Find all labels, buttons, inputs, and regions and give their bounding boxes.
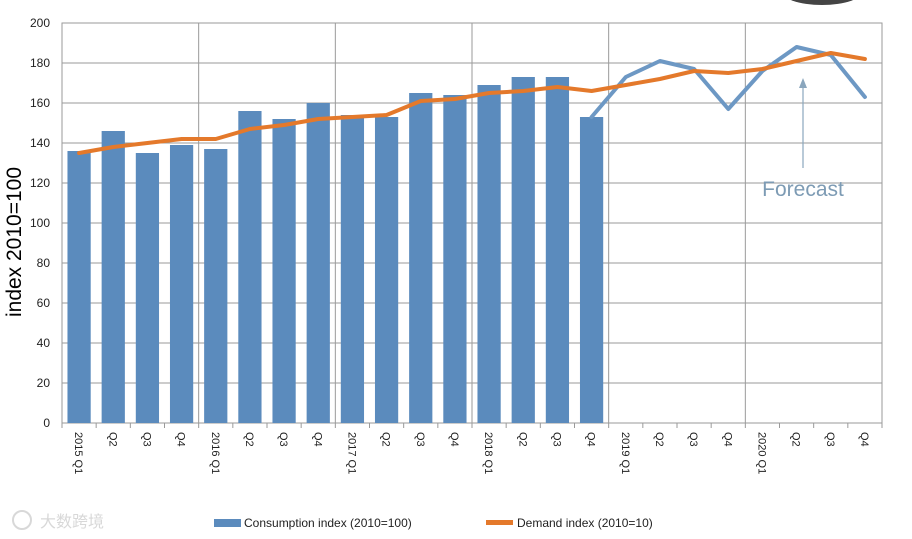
x-tick-label: Q4 (858, 432, 870, 447)
bar (579, 117, 604, 423)
bar (306, 103, 330, 423)
bar (443, 95, 467, 423)
x-tick-label: 2015 Q1 (72, 432, 84, 474)
x-tick-label: Q2 (790, 432, 802, 447)
x-tick-label: Q3 (140, 432, 152, 447)
y-tick-label: 180 (30, 56, 50, 70)
x-tick-label: Q2 (516, 432, 528, 447)
series-line (589, 45, 867, 119)
lines (77, 45, 867, 155)
bar (545, 77, 570, 423)
watermark-logo-icon (12, 510, 32, 530)
y-tick-label: 0 (43, 416, 50, 430)
y-tick-label: 100 (30, 216, 50, 230)
x-tick-label: Q2 (106, 432, 118, 447)
legend-swatch-demand (486, 520, 513, 525)
x-tick-label: Q2 (380, 432, 392, 447)
bar (101, 131, 125, 423)
y-tick-label: 60 (37, 296, 51, 310)
x-tick-label: 2016 Q1 (209, 432, 221, 474)
bar (169, 145, 194, 423)
bars (67, 77, 604, 423)
y-tick-label: 40 (37, 336, 51, 350)
bar (67, 151, 91, 423)
x-tick-label: Q2 (243, 432, 255, 447)
y-tick-label: 120 (30, 176, 50, 190)
x-ticks: 2015 Q1 Q2 Q3 Q4 2016 Q1 Q2 Q3 Q4 2017 Q1 Q2 Q3 Q4 2… (72, 432, 870, 474)
y-tick-label: 20 (37, 376, 51, 390)
forecast-annotation: Forecast (762, 178, 844, 201)
x-tick-label: Q4 (175, 432, 187, 447)
cropped-shape (790, 0, 854, 5)
bar (135, 153, 160, 423)
x-tick-label: Q4 (585, 432, 597, 447)
bar (340, 115, 365, 423)
y-tick-label: 200 (30, 16, 50, 30)
bar (204, 149, 228, 423)
x-tick-label: Q3 (824, 432, 836, 447)
x-tick-label: Q4 (448, 432, 460, 447)
bar (238, 111, 262, 423)
x-tick-label: 2017 Q1 (345, 432, 357, 474)
bar (272, 119, 296, 423)
grid (61, 22, 883, 428)
y-tick-label: 160 (30, 96, 50, 110)
legend-label-consumption: Consumption index (2010=100) (244, 516, 412, 530)
x-tick-label: Q2 (653, 432, 665, 447)
y-tick-label: 140 (30, 136, 50, 150)
y-axis-label: index 2010=100 (3, 167, 26, 317)
bar (409, 93, 433, 423)
x-tick-label: Q3 (414, 432, 426, 447)
forecast-arrow-head (799, 78, 807, 88)
bar (511, 77, 535, 423)
watermark-text: 大数跨境 (40, 512, 104, 531)
x-tick-label: Q3 (550, 432, 562, 447)
x-tick-label: 2018 Q1 (482, 432, 494, 474)
x-tick-label: Q4 (311, 432, 323, 447)
x-tick-label: Q3 (687, 432, 699, 447)
bar (477, 85, 501, 423)
x-tick-label: Q4 (721, 432, 733, 447)
bar (374, 117, 399, 423)
x-tick-label: 2020 Q1 (755, 432, 767, 474)
legend-swatch-consumption (214, 519, 241, 527)
legend-label-demand: Demand index (2010=10) (517, 516, 653, 530)
y-ticks: 0 20 40 60 80 100 120 140 160 180 200 (30, 16, 50, 430)
y-tick-label: 80 (37, 256, 51, 270)
x-tick-label: Q3 (277, 432, 289, 447)
x-tick-label: 2019 Q1 (619, 432, 631, 474)
legend: Consumption index (2010=100) Demand inde… (214, 516, 653, 530)
series-line (77, 51, 867, 155)
watermark: 大数跨境 (12, 510, 104, 531)
